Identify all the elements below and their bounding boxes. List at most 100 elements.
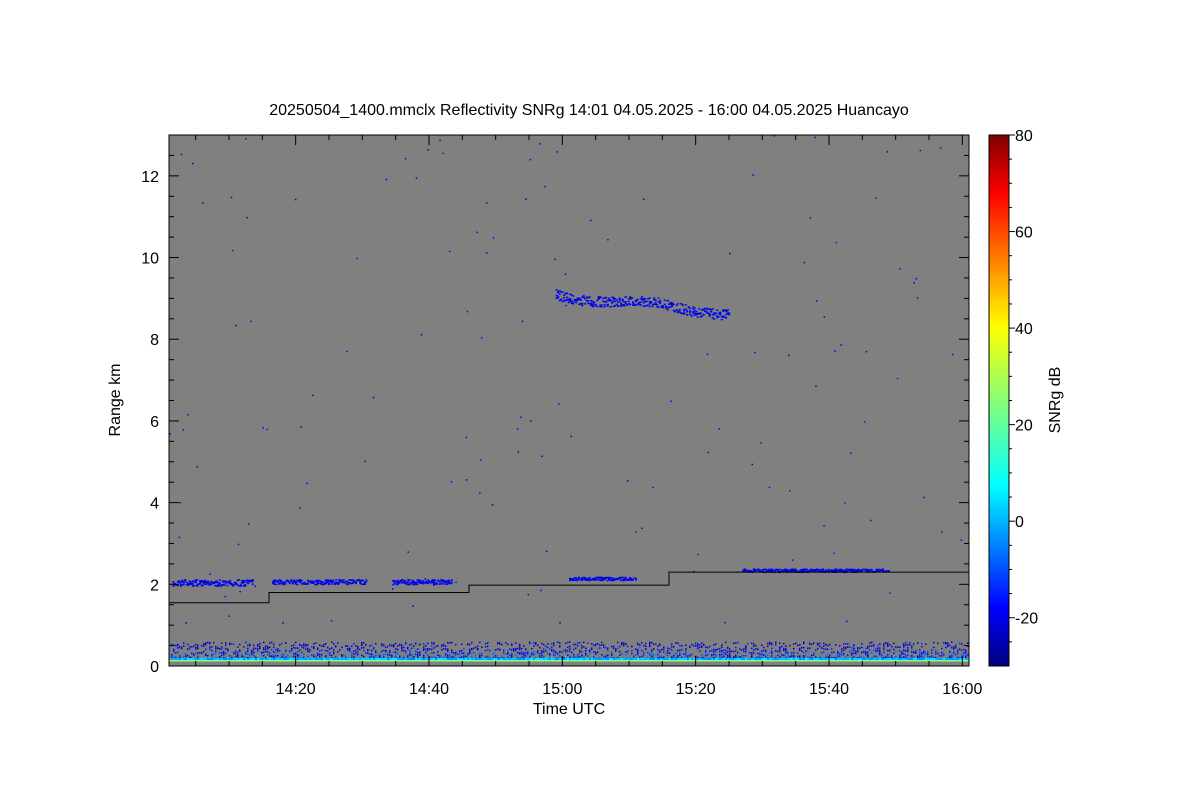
- clutter-cell: [925, 653, 927, 656]
- clutter-cell: [605, 658, 607, 660]
- clutter-cell: [927, 653, 929, 655]
- clutter-cell: [423, 648, 425, 650]
- cloud-cell: [579, 578, 582, 580]
- clutter-cell: [577, 653, 579, 656]
- clutter-cell: [591, 658, 593, 660]
- cloud-cell: [272, 580, 275, 582]
- clutter-cell: [935, 656, 937, 659]
- cloud-cell: [227, 582, 230, 584]
- clutter-cell: [403, 655, 405, 658]
- clutter-cell: [889, 649, 891, 651]
- cloud-cell: [871, 569, 874, 571]
- clutter-cell: [877, 647, 879, 649]
- clutter-cell: [579, 656, 581, 658]
- noise-dot: [875, 197, 877, 199]
- noise-dot: [530, 420, 532, 422]
- clutter-cell: [899, 650, 901, 652]
- clutter-cell: [667, 654, 669, 657]
- clutter-cell: [465, 658, 467, 660]
- clutter-cell: [451, 649, 453, 651]
- cloud-cell: [597, 578, 600, 580]
- clutter-cell: [715, 650, 717, 652]
- clutter-cell: [643, 644, 645, 647]
- cloud-cell: [605, 577, 607, 579]
- clutter-cell: [941, 647, 943, 650]
- clutter-cell: [889, 644, 891, 646]
- clutter-cell: [487, 655, 489, 657]
- cloud-cell: [627, 579, 630, 581]
- cloud-layer-2: [272, 579, 368, 586]
- clutter-cell: [639, 658, 641, 660]
- clutter-cell: [301, 658, 303, 660]
- cloud-cell: [193, 580, 196, 583]
- clutter-cell: [489, 649, 491, 652]
- clutter-cell: [509, 654, 511, 657]
- clutter-cell: [559, 655, 561, 657]
- clutter-cell: [643, 654, 645, 656]
- clutter-cell: [275, 658, 277, 660]
- cloud-cell: [621, 300, 624, 302]
- clutter-cell: [847, 658, 849, 660]
- clutter-cell: [517, 657, 519, 659]
- clutter-cell: [659, 658, 661, 660]
- clutter-cell: [851, 647, 853, 649]
- clutter-cell: [329, 654, 331, 657]
- clutter-cell: [225, 644, 227, 646]
- clutter-cell: [303, 658, 305, 660]
- cloud-cell: [584, 577, 586, 579]
- cloud-cell: [579, 298, 582, 301]
- cloud-cell: [587, 296, 590, 299]
- clutter-cell: [385, 654, 387, 657]
- cloud-cell: [229, 579, 232, 582]
- clutter-cell: [451, 651, 453, 654]
- cloud-cell: [281, 583, 284, 585]
- clutter-cell: [571, 658, 573, 660]
- cloud-cell: [614, 578, 616, 581]
- clutter-cell: [897, 658, 899, 660]
- clutter-cell: [721, 649, 723, 652]
- noise-dot: [815, 385, 817, 388]
- clutter-cell: [507, 653, 509, 655]
- noise-dot: [282, 622, 284, 624]
- noise-dot: [539, 143, 541, 145]
- clutter-cell: [913, 658, 915, 660]
- cloud-cell: [205, 581, 208, 583]
- clutter-cell: [649, 642, 651, 645]
- clutter-cell: [237, 657, 239, 659]
- cloud-cell: [350, 579, 353, 581]
- cloud-cell: [612, 300, 615, 302]
- clutter-cell: [717, 648, 719, 650]
- cloud-cell: [668, 306, 671, 308]
- clutter-cell: [507, 643, 509, 645]
- cloud-cell: [405, 583, 408, 585]
- cloud-cell: [245, 581, 248, 584]
- clutter-cell: [885, 655, 887, 657]
- clutter-cell: [505, 653, 507, 655]
- noise-dot: [486, 202, 488, 204]
- clutter-cell: [477, 645, 479, 647]
- clutter-cell: [907, 647, 909, 649]
- cloud-cell: [618, 300, 621, 303]
- cloud-cell: [205, 583, 208, 586]
- clutter-cell: [653, 643, 655, 645]
- clutter-cell: [507, 652, 509, 654]
- clutter-cell: [667, 647, 669, 649]
- clutter-cell: [833, 657, 835, 659]
- clutter-cell: [417, 655, 419, 658]
- cloud-cell: [411, 580, 414, 583]
- noise-dot: [480, 459, 482, 461]
- clutter-cell: [513, 658, 515, 660]
- clutter-cell: [251, 652, 253, 655]
- noise-dot: [385, 178, 388, 181]
- clutter-cell: [959, 658, 961, 660]
- cloud-cell: [363, 581, 366, 584]
- clutter-cell: [383, 658, 385, 660]
- cloud-cell: [345, 583, 348, 585]
- noise-dots: [169, 135, 969, 624]
- cloud-cell: [689, 307, 692, 310]
- clutter-cell: [487, 645, 489, 648]
- cloud-cell: [793, 569, 796, 571]
- clutter-cell: [531, 652, 533, 654]
- noise-dot: [517, 451, 520, 453]
- clutter-cell: [793, 655, 795, 657]
